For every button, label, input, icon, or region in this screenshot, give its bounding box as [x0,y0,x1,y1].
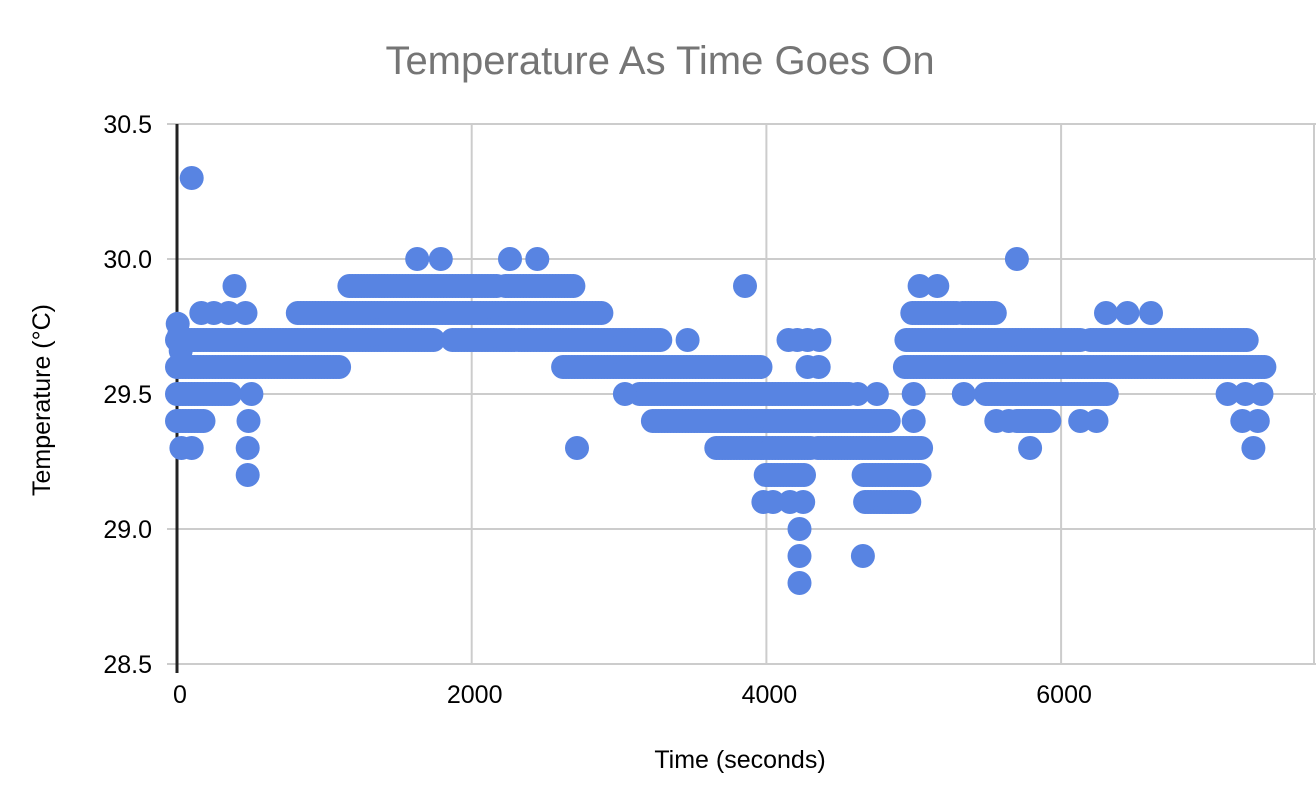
data-point [1234,328,1259,352]
chart-title: Temperature As Time Goes On [385,39,934,83]
data-point [236,409,261,433]
data-point [1249,382,1274,406]
data-point [864,382,889,406]
data-point [748,355,773,379]
data-points [165,166,1277,595]
data-point [982,301,1007,325]
data-point [405,247,430,271]
data-point [565,436,589,460]
data-point [792,463,816,487]
data-point [791,490,816,514]
data-point [925,274,950,298]
data-point [525,247,550,271]
data-point [733,274,757,298]
data-point [1139,301,1163,325]
data-point [850,544,875,568]
data-point [421,328,446,352]
data-point [216,301,241,325]
data-point [1018,436,1043,460]
data-point [561,274,586,298]
data-point [897,490,922,514]
x-tick-label: 6000 [1036,681,1092,709]
y-tick-label: 29.5 [103,381,152,409]
data-point [909,436,934,460]
data-point [845,382,870,406]
data-point [761,490,785,514]
data-point [179,436,204,460]
data-point [1241,436,1266,460]
data-point [996,409,1021,433]
data-point [1245,409,1270,433]
y-tick-label: 28.5 [103,651,152,679]
data-point [239,382,264,406]
data-point [907,274,932,298]
data-point [1094,301,1118,325]
data-point [170,349,195,374]
y-axis-title: Temperature (°C) [28,304,56,496]
data-point [233,301,258,325]
data-point [806,355,831,379]
data-point [612,382,637,406]
data-point [876,409,901,433]
data-point [235,436,260,460]
data-point [648,328,673,352]
y-tick-label: 30.5 [103,111,152,139]
data-point [191,409,216,433]
data-point [218,382,242,406]
x-axis-title: Time (seconds) [654,746,825,774]
x-axis-tick-labels: 0 2000 4000 6000 [173,681,1092,709]
data-point [675,328,700,352]
data-point [498,247,522,271]
data-point [901,382,926,406]
data-point [787,517,812,541]
y-tick-label: 29.0 [103,516,152,544]
data-point [907,463,932,487]
y-tick-label: 30.0 [103,246,152,274]
data-point [1094,382,1119,406]
data-point [1084,409,1109,433]
data-point [807,328,832,352]
data-point [1004,247,1029,271]
data-point [179,166,204,190]
data-point [589,301,614,325]
data-point [327,355,352,379]
data-point [787,544,812,568]
data-point [1215,382,1240,406]
data-point [235,463,260,487]
data-point [222,274,247,298]
data-point [951,382,976,406]
data-point [787,571,812,595]
data-point [428,247,453,271]
data-point [901,409,926,433]
y-axis-tick-labels: 28.5 29.0 29.5 30.0 30.5 [103,111,152,679]
x-tick-label: 2000 [447,681,503,709]
x-tick-label: 4000 [742,681,798,709]
data-point [1115,301,1140,325]
data-point [1252,355,1277,379]
data-point [1037,409,1062,433]
x-tick-label: 0 [173,681,187,709]
